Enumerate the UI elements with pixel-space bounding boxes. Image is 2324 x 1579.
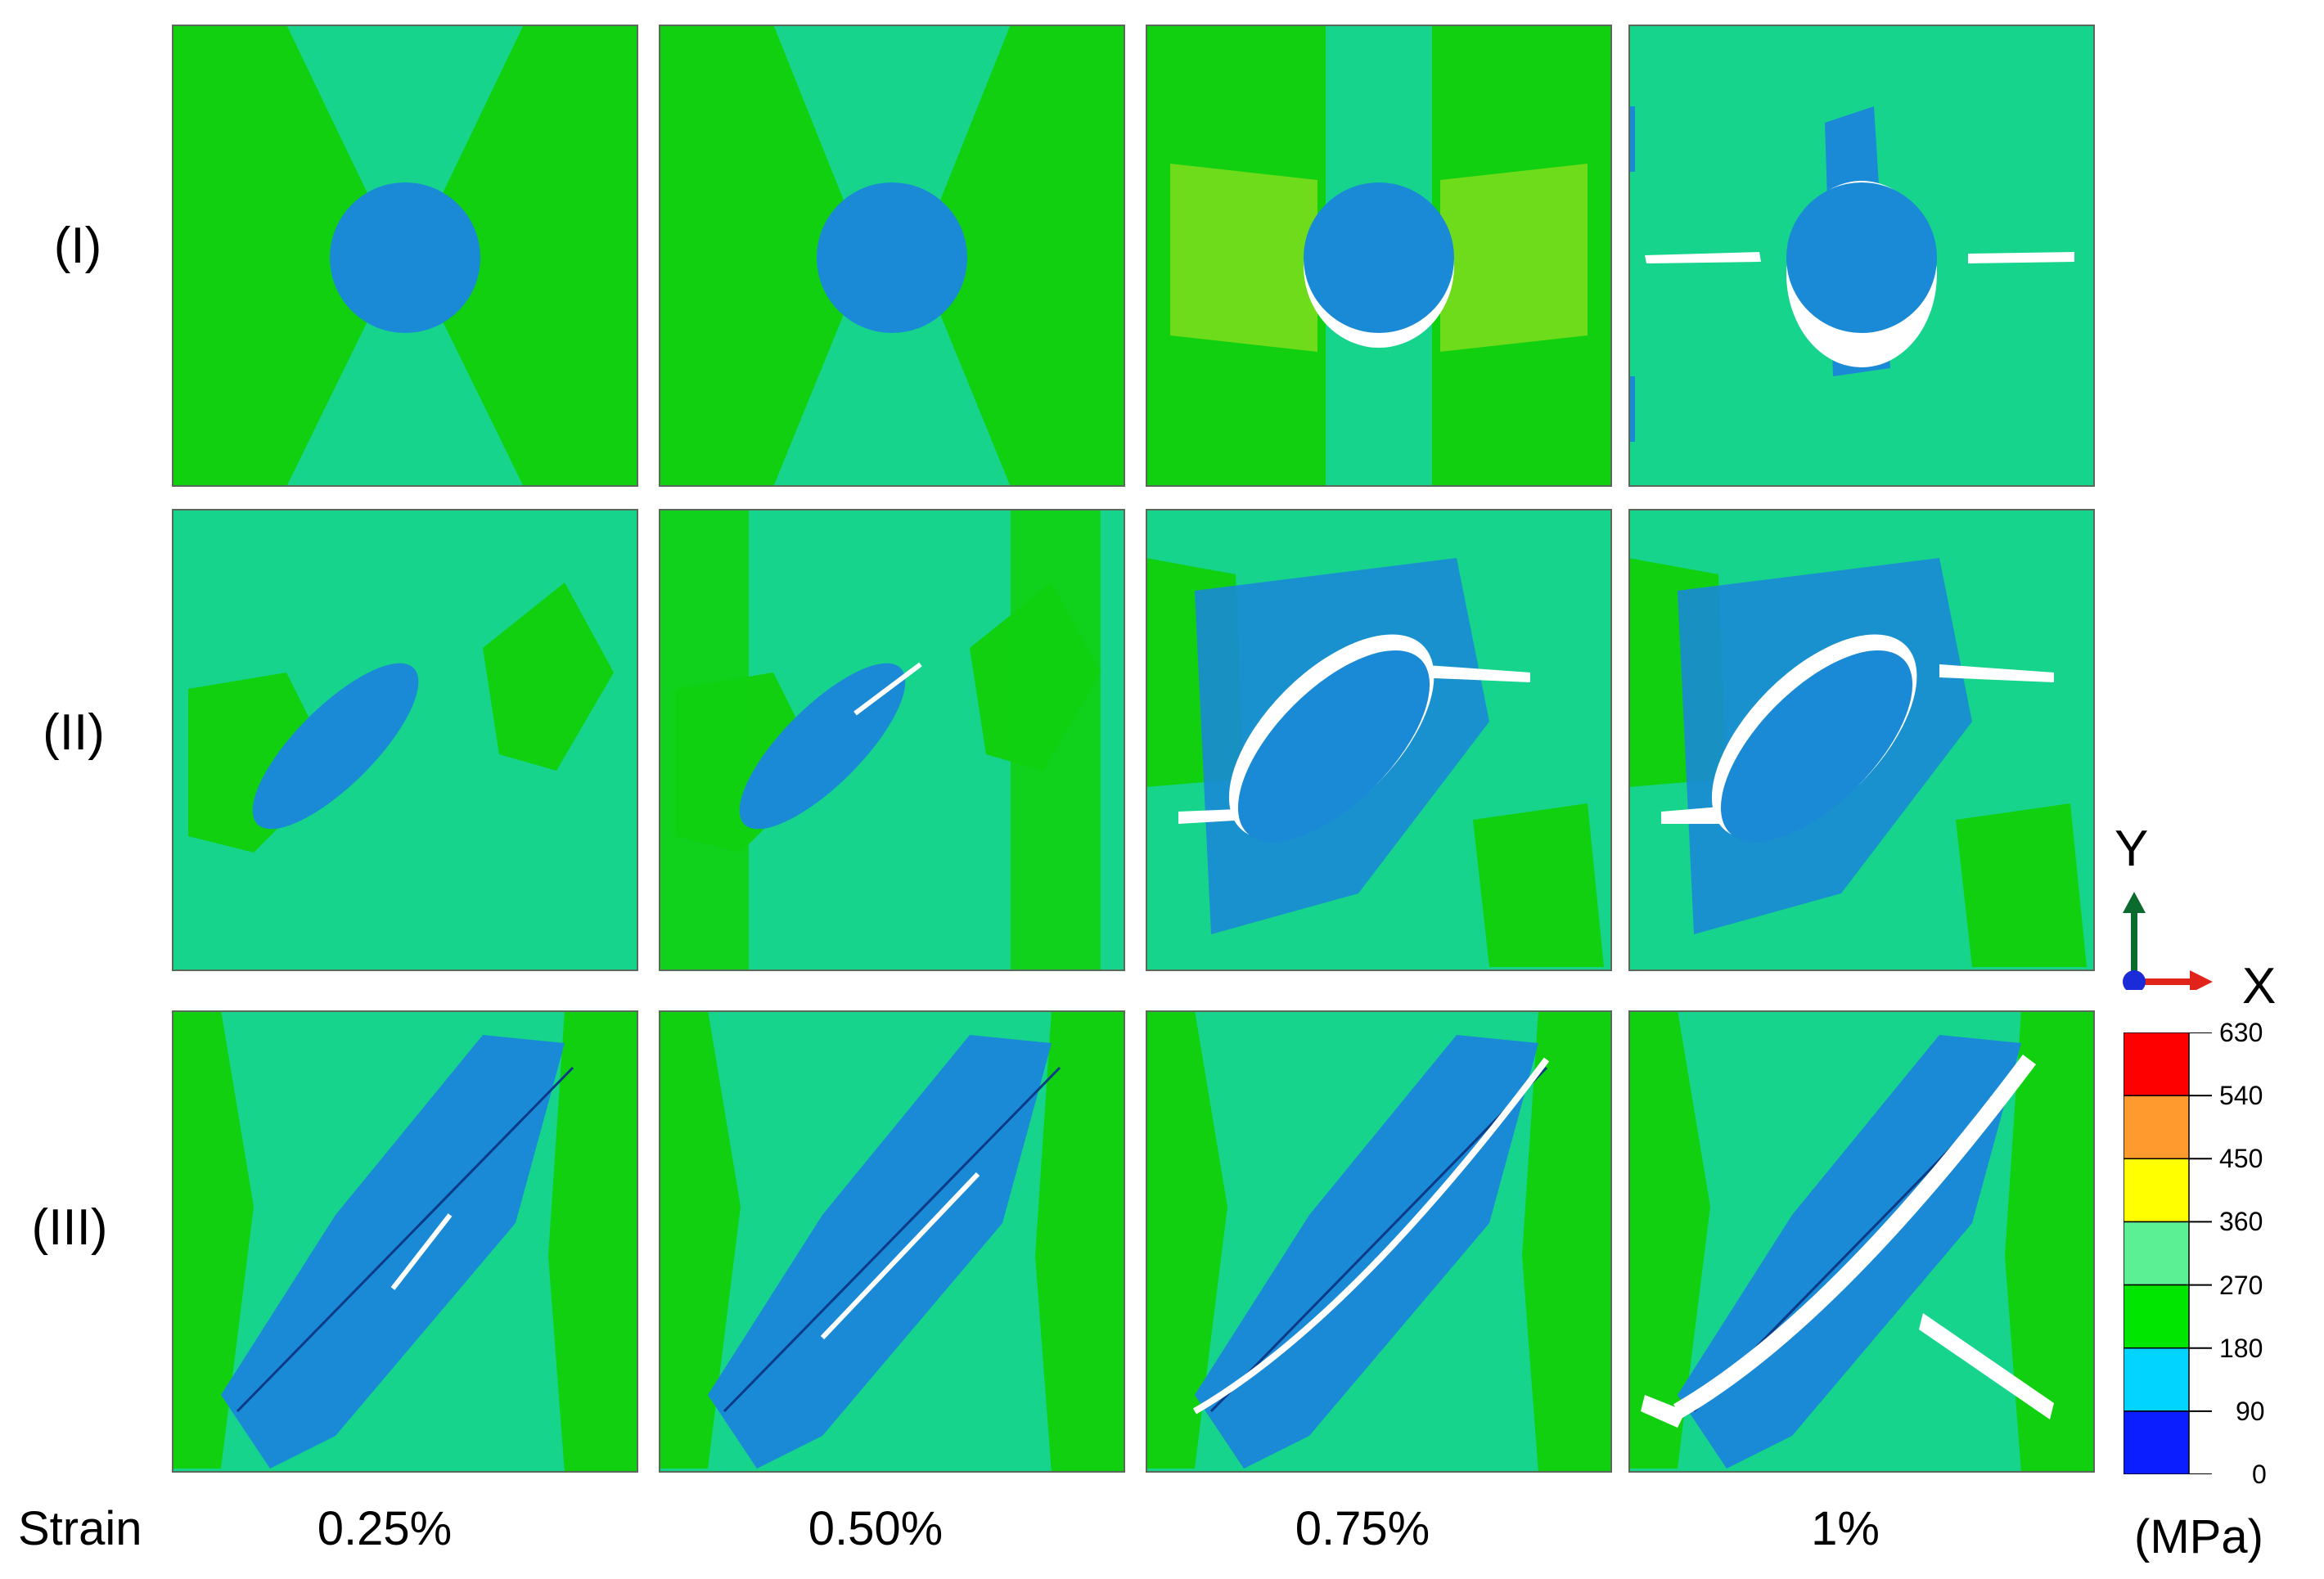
column-label-2: 0.75% (1295, 1502, 1430, 1555)
colorbar-band-5 (2124, 1347, 2190, 1412)
contour-panel-2-1 (659, 1010, 1125, 1473)
contour-panel-0-0 (172, 25, 638, 487)
colorbar-tick-5: 180 (2219, 1333, 2263, 1363)
row-label-III: (III) (31, 1199, 108, 1256)
contour-panel-1-1 (659, 509, 1125, 971)
colorbar-tick-4: 270 (2219, 1270, 2263, 1300)
contour-panel-2-2 (1146, 1010, 1612, 1473)
column-label-3: 1% (1811, 1502, 1880, 1555)
coordinate-triad-icon (2123, 892, 2213, 990)
contour-panel-1-0 (172, 509, 638, 971)
contour-panel-0-1 (659, 25, 1125, 487)
colorbar-tick-1: 540 (2219, 1081, 2263, 1111)
column-label-0: 0.25% (317, 1502, 453, 1555)
colorbar-tick-3: 360 (2219, 1207, 2263, 1237)
column-label-1: 0.50% (808, 1502, 944, 1555)
strain-label: Strain (18, 1502, 142, 1555)
row-label-II: (II) (43, 704, 105, 761)
contour-panel-0-3 (1628, 25, 2095, 487)
colorbar-band-3 (2124, 1221, 2190, 1286)
colorbar-band-2 (2124, 1158, 2190, 1223)
stress-colorbar (2124, 1032, 2212, 1474)
contour-panel-1-3 (1628, 509, 2095, 971)
colorbar-tick-7: 0 (2252, 1460, 2267, 1489)
contour-panel-1-2 (1146, 509, 1612, 971)
colorbar-band-4 (2124, 1284, 2190, 1349)
colorbar-band-1 (2124, 1095, 2190, 1160)
contour-panel-0-2 (1146, 25, 1612, 487)
colorbar-band-0 (2124, 1032, 2190, 1096)
row-label-I: (I) (53, 218, 102, 274)
colorbar-tick-6: 90 (2236, 1396, 2265, 1426)
colorbar-tick-0: 630 (2219, 1018, 2263, 1047)
colorbar-tick-2: 450 (2219, 1144, 2263, 1174)
colorbar-unit: (MPa) (2134, 1510, 2263, 1563)
contour-panel-2-0 (172, 1010, 638, 1473)
x-axis-letter: X (2242, 958, 2277, 1014)
contour-panel-2-3 (1628, 1010, 2095, 1473)
colorbar-band-6 (2124, 1410, 2190, 1474)
y-axis-letter: Y (2115, 821, 2149, 877)
